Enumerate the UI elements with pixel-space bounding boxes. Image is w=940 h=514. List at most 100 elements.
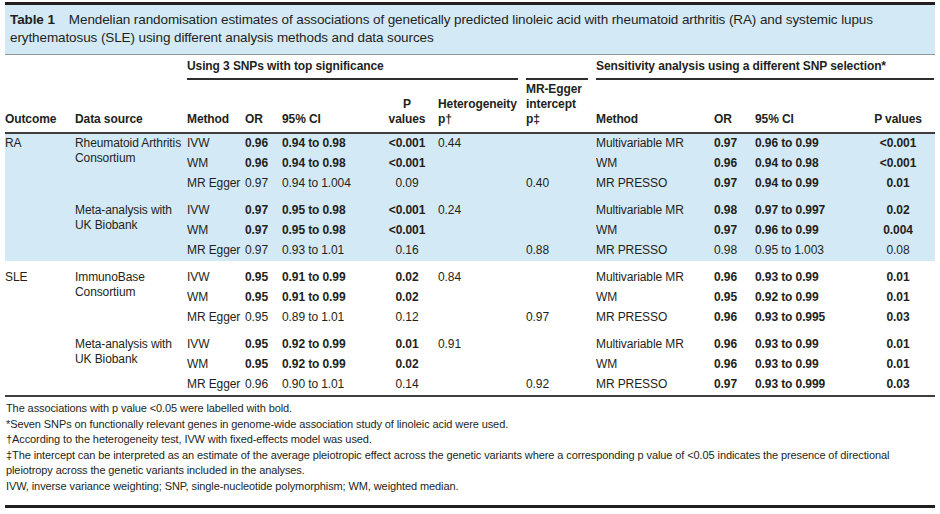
cell-ci-primary: 0.91 to 0.99	[282, 261, 386, 288]
cell-method-sensitivity: MR PRESSO	[596, 308, 714, 328]
cell-method-primary: WM	[187, 288, 245, 308]
cell-or-sensitivity: 0.97	[714, 221, 755, 241]
cell-method-sensitivity: MR PRESSO	[596, 174, 714, 194]
footnotes: The associations with p value <0.05 were…	[5, 395, 935, 500]
cell-method-sensitivity: WM	[596, 355, 714, 375]
cell-ci-primary: 0.89 to 1.01	[282, 308, 386, 328]
cell-or-sensitivity: 0.97	[714, 375, 755, 395]
cell-ci-primary: 0.92 to 0.99	[282, 355, 386, 375]
cell-method-sensitivity: WM	[596, 221, 714, 241]
cell-method-primary: IVW	[187, 194, 245, 221]
table-row: RARheumatoid Arthritis ConsortiumIVW0.96…	[5, 133, 935, 154]
col-ci-sensitivity: 95% CI	[755, 80, 871, 133]
cell-ci-sensitivity: 0.96 to 0.99	[755, 133, 871, 154]
cell-p-primary: <0.001	[386, 221, 438, 241]
cell-or-sensitivity: 0.96	[714, 355, 755, 375]
footnote-line: The associations with p value <0.05 were…	[6, 401, 933, 417]
cell-p-primary: 0.09	[386, 174, 438, 194]
table-caption: Table 1Mendelian randomisation estimates…	[5, 5, 935, 55]
cell-p-sensitivity: 0.01	[871, 288, 935, 308]
cell-ci-sensitivity: 0.93 to 0.99	[755, 261, 871, 288]
col-method-primary: Method	[187, 80, 245, 133]
group-header-row: Using 3 SNPs with top significance Sensi…	[5, 55, 935, 80]
cell-or-primary: 0.95	[245, 288, 282, 308]
cell-method-sensitivity: WM	[596, 154, 714, 174]
cell-method-primary: WM	[187, 221, 245, 241]
cell-egger-intercept-p	[526, 288, 596, 308]
cell-egger-intercept-p	[526, 221, 596, 241]
cell-method-sensitivity: Multivariable MR	[596, 194, 714, 221]
cell-method-primary: MR Egger	[187, 308, 245, 328]
col-method-sensitivity: Method	[596, 80, 714, 133]
cell-egger-intercept-p	[526, 355, 596, 375]
cell-heterogeneity-p	[438, 308, 526, 328]
col-egger-intercept-p: MR-Egger intercept p‡	[526, 80, 596, 133]
cell-or-sensitivity: 0.96	[714, 308, 755, 328]
cell-p-sensitivity: 0.01	[871, 174, 935, 194]
group-header-sensitivity: Sensitivity analysis using a different S…	[596, 55, 935, 80]
cell-or-primary: 0.97	[245, 221, 282, 241]
cell-p-sensitivity: 0.01	[871, 328, 935, 355]
cell-heterogeneity-p: 0.24	[438, 194, 526, 221]
cell-ci-sensitivity: 0.95 to 1.003	[755, 241, 871, 261]
cell-egger-intercept-p: 0.40	[526, 174, 596, 194]
cell-or-sensitivity: 0.95	[714, 288, 755, 308]
cell-or-sensitivity: 0.96	[714, 154, 755, 174]
cell-or-sensitivity: 0.96	[714, 328, 755, 355]
cell-ci-primary: 0.93 to 1.01	[282, 241, 386, 261]
col-or-sensitivity: OR	[714, 80, 755, 133]
cell-egger-intercept-p: 0.92	[526, 375, 596, 395]
cell-or-sensitivity: 0.98	[714, 241, 755, 261]
cell-source: Meta-analysis with UK Biobank	[75, 194, 187, 261]
cell-egger-intercept-p	[526, 328, 596, 355]
cell-p-primary: <0.001	[386, 154, 438, 174]
col-outcome: Outcome	[5, 80, 75, 133]
cell-p-sensitivity: 0.004	[871, 221, 935, 241]
cell-or-primary: 0.97	[245, 194, 282, 221]
cell-heterogeneity-p: 0.44	[438, 133, 526, 154]
cell-ci-primary: 0.92 to 0.99	[282, 328, 386, 355]
cell-outcome: RA	[5, 133, 75, 261]
cell-or-primary: 0.95	[245, 308, 282, 328]
cell-source: Rheumatoid Arthritis Consortium	[75, 133, 187, 194]
cell-heterogeneity-p	[438, 375, 526, 395]
cell-p-sensitivity: 0.02	[871, 194, 935, 221]
cell-method-primary: WM	[187, 154, 245, 174]
cell-p-sensitivity: 0.01	[871, 355, 935, 375]
cell-method-sensitivity: Multivariable MR	[596, 133, 714, 154]
cell-or-sensitivity: 0.97	[714, 174, 755, 194]
cell-heterogeneity-p: 0.84	[438, 261, 526, 288]
cell-ci-sensitivity: 0.93 to 0.99	[755, 328, 871, 355]
cell-heterogeneity-p: 0.91	[438, 328, 526, 355]
cell-p-primary: 0.01	[386, 328, 438, 355]
cell-method-primary: IVW	[187, 328, 245, 355]
cell-heterogeneity-p	[438, 174, 526, 194]
table-label: Table 1	[10, 12, 55, 27]
cell-p-primary: 0.14	[386, 375, 438, 395]
cell-or-primary: 0.97	[245, 174, 282, 194]
cell-or-primary: 0.95	[245, 261, 282, 288]
table-caption-text: Mendelian randomisation estimates of ass…	[10, 12, 873, 45]
cell-ci-sensitivity: 0.94 to 0.99	[755, 174, 871, 194]
mr-estimates-table: Using 3 SNPs with top significance Sensi…	[5, 55, 935, 395]
cell-p-primary: 0.12	[386, 308, 438, 328]
cell-p-sensitivity: 0.01	[871, 261, 935, 288]
cell-p-sensitivity: <0.001	[871, 133, 935, 154]
col-p-primary: P values	[386, 80, 438, 133]
cell-heterogeneity-p	[438, 355, 526, 375]
cell-ci-sensitivity: 0.93 to 0.999	[755, 375, 871, 395]
cell-method-sensitivity: WM	[596, 288, 714, 308]
cell-or-primary: 0.95	[245, 328, 282, 355]
cell-ci-primary: 0.94 to 1.004	[282, 174, 386, 194]
cell-or-sensitivity: 0.96	[714, 261, 755, 288]
table-row: Meta-analysis with UK BiobankIVW0.970.95…	[5, 194, 935, 221]
cell-ci-sensitivity: 0.92 to 0.99	[755, 288, 871, 308]
cell-heterogeneity-p	[438, 221, 526, 241]
cell-egger-intercept-p	[526, 133, 596, 154]
cell-heterogeneity-p	[438, 154, 526, 174]
cell-or-sensitivity: 0.98	[714, 194, 755, 221]
cell-method-sensitivity: Multivariable MR	[596, 261, 714, 288]
table-row: SLEImmunoBase ConsortiumIVW0.950.91 to 0…	[5, 261, 935, 288]
cell-source: Meta-analysis with UK Biobank	[75, 328, 187, 395]
cell-p-primary: <0.001	[386, 194, 438, 221]
